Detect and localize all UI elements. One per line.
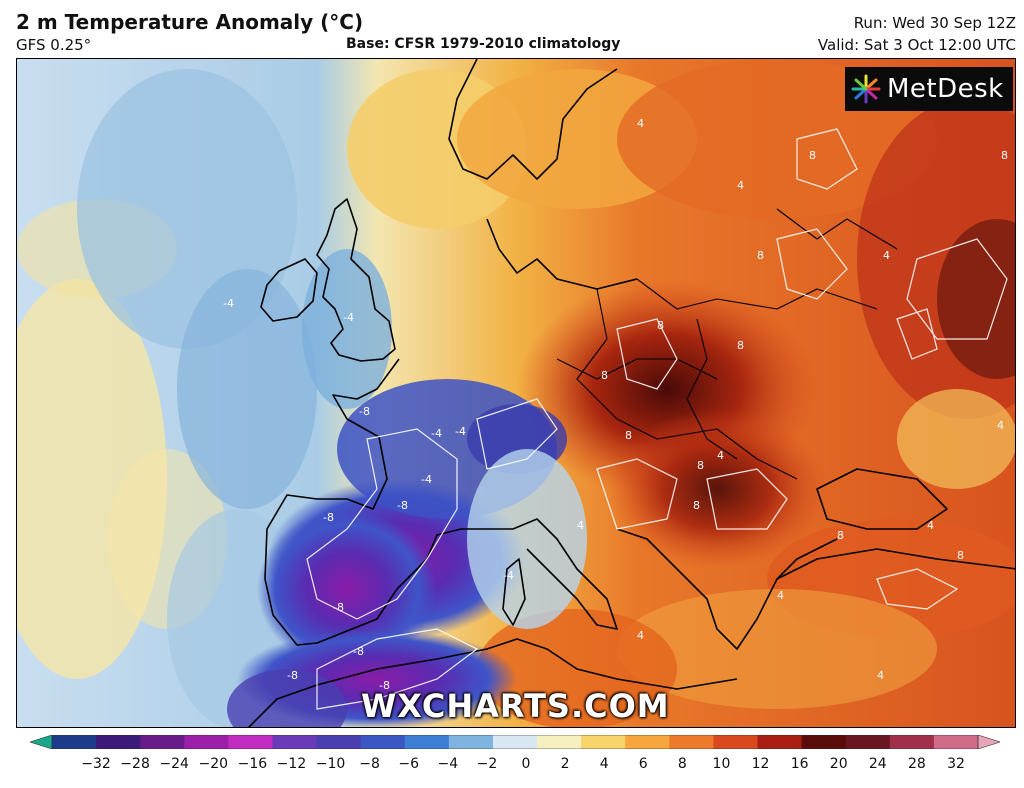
contour-label: -8 (397, 499, 408, 512)
contour-label: -4 (503, 569, 514, 582)
colorbar-segment (537, 735, 582, 749)
colorbar-tick-label: −20 (198, 756, 229, 772)
colorbar-segment (713, 735, 759, 749)
colorbar-tick-label: 4 (599, 756, 609, 772)
contour-label: -8 (379, 679, 390, 692)
contour-label: 8 (625, 429, 632, 442)
contour-label: 4 (737, 179, 744, 192)
colorbar-segment (360, 735, 406, 749)
colorbar-segment (272, 735, 318, 749)
model-label: GFS 0.25° (16, 36, 92, 54)
colorbar-tick-label: −6 (398, 756, 420, 772)
contour-label: -8 (333, 601, 344, 614)
wxcharts-watermark: WXCHARTS.COM (361, 687, 670, 725)
colorbar-min-arrow (30, 735, 53, 749)
colorbar-tick-label: −32 (81, 756, 111, 772)
contour-label: 4 (877, 669, 884, 682)
contour-label: 4 (883, 249, 890, 262)
colorbar-tick-label: −10 (315, 756, 346, 772)
contour-label: 4 (577, 519, 584, 532)
colorbar-tick-label: −24 (159, 756, 189, 772)
contour-label: 8 (757, 249, 764, 262)
colorbar-tick-label: 24 (868, 756, 887, 772)
contour-label: 4 (637, 629, 644, 642)
colorbar-segment (184, 735, 229, 749)
contour-label: 8 (1001, 149, 1008, 162)
contour-label: 4 (777, 589, 784, 602)
colorbar-segment (492, 735, 538, 749)
contour-label: 4 (997, 419, 1004, 432)
colorbar-segment (448, 735, 494, 749)
colorbar-segment (801, 735, 847, 749)
contour-label: 8 (737, 339, 744, 352)
contour-label: -4 (343, 311, 354, 324)
contour-label: -8 (353, 645, 364, 658)
contour-label: 8 (809, 149, 816, 162)
colorbar-segment (140, 735, 185, 749)
metdesk-logo: MetDesk (845, 67, 1013, 111)
colorbar-segment (933, 735, 979, 749)
contour-label: -8 (323, 511, 334, 524)
climatology-base-label: Base: CFSR 1979-2010 climatology (346, 36, 621, 52)
chart-title: 2 m Temperature Anomaly (°C) (16, 10, 364, 34)
colorbar-segment (96, 735, 141, 749)
colorbar-tick-label: −4 (437, 756, 459, 772)
run-time-label: Run: Wed 30 Sep 12Z (853, 14, 1016, 32)
colorbar-tick-label: −12 (276, 756, 307, 772)
contour-label: -4 (431, 427, 442, 440)
contour-label: 8 (601, 369, 608, 382)
colorbar-tick-label: 12 (751, 756, 770, 772)
colorbar-tick-label: −2 (476, 756, 498, 772)
colorbar-segment (581, 735, 626, 749)
contour-label: 8 (657, 319, 664, 332)
colorbar-tick-label: 8 (677, 756, 687, 772)
contour-label: -4 (421, 473, 432, 486)
metdesk-starburst-icon (851, 74, 881, 104)
colorbar-segment (757, 735, 803, 749)
colorbar-tick-label: 32 (947, 756, 965, 772)
colorbar-segment (845, 735, 891, 749)
colorbar-tick-label: 20 (829, 756, 848, 772)
contour-labels: -8 -8 -8 -8 -8 -8 -8 -4 -4 -4 -4 -4 -4 4… (223, 117, 1008, 718)
metdesk-logo-text: MetDesk (887, 74, 1004, 104)
contour-label: 4 (717, 449, 724, 462)
anomaly-map: -8 -8 -8 -8 -8 -8 -8 -4 -4 -4 -4 -4 -4 4… (16, 58, 1016, 728)
contour-label: -8 (287, 669, 298, 682)
colorbar-segment (889, 735, 935, 749)
colorbar-tick-label: 10 (712, 756, 731, 772)
colorbar-tick-label: −8 (359, 756, 380, 772)
colorbar-tick-label: 6 (638, 756, 648, 772)
colorbar-tick-label: 0 (521, 756, 531, 772)
colorbar-segment (52, 735, 97, 749)
colorbar-segment (669, 735, 714, 749)
colorbar-tick-label: −28 (120, 756, 150, 772)
colorbar-tick-label: 2 (560, 756, 570, 772)
colorbar-segment (228, 735, 273, 749)
colorbar-segment (404, 735, 450, 749)
contour-label: -4 (455, 425, 466, 438)
contour-label: 4 (637, 117, 644, 130)
colorbar (30, 735, 1000, 749)
colorbar-segment (316, 735, 362, 749)
contour-label: 4 (927, 519, 934, 532)
colorbar-segment (625, 735, 670, 749)
contour-label: 8 (837, 529, 844, 542)
contour-label: -4 (223, 297, 234, 310)
contour-label: 8 (693, 499, 700, 512)
colorbar-tick-label: −16 (237, 756, 268, 772)
colorbar-tick-labels: −32 −28 −24 −20 −16 −12 −10 −8 −6 −4 −2 0 2 4 6 8 10 12 16… (0, 756, 1024, 780)
colorbar-tick-label: 28 (907, 756, 926, 772)
colorbar-tick-label: 16 (790, 756, 809, 772)
anomaly-map-canvas: -8 -8 -8 -8 -8 -8 -8 -4 -4 -4 -4 -4 -4 4… (17, 59, 1015, 727)
contour-label: 8 (957, 549, 964, 562)
valid-time-label: Valid: Sat 3 Oct 12:00 UTC (817, 36, 1016, 54)
contour-label: -8 (359, 405, 370, 418)
colorbar-max-arrow (977, 735, 1000, 749)
contour-label: 8 (697, 459, 704, 472)
contour-label: 8 (533, 705, 540, 718)
